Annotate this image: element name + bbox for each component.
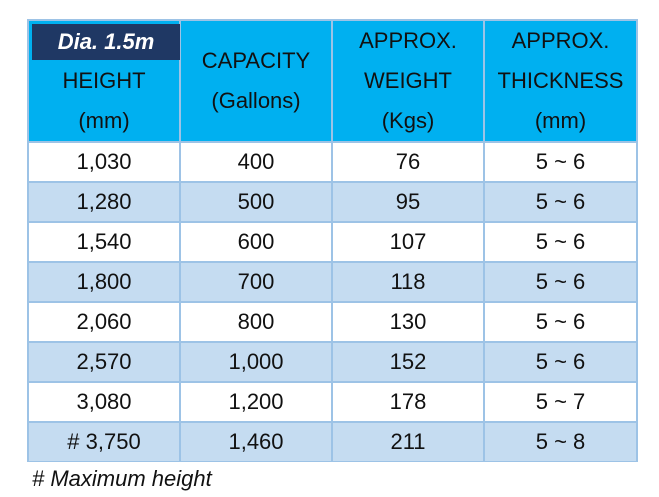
cell: 400 [181,143,331,181]
cell: 95 [333,183,483,221]
header-line: THICKNESS [497,68,624,93]
cell: 118 [333,263,483,301]
cell: 178 [333,383,483,421]
cell: # 3,750 [29,423,179,461]
header-line: WEIGHT [364,68,452,93]
cell: 130 [333,303,483,341]
header-line: (mm) [78,108,130,133]
cell: 5 ~ 6 [485,223,636,261]
cell: 1,280 [29,183,179,221]
cell: 76 [333,143,483,181]
cell: 211 [333,423,483,461]
cell: 5 ~ 6 [485,143,636,181]
cell: 5 ~ 6 [485,183,636,221]
cell: 800 [181,303,331,341]
cell: 1,030 [29,143,179,181]
cell: 500 [181,183,331,221]
cell: 700 [181,263,331,301]
header-line: (Kgs) [381,108,435,133]
cell: 1,800 [29,263,179,301]
badge: Dia. 1.5m [32,24,180,60]
cell: 152 [333,343,483,381]
header-cell: APPROX. THICKNESS (mm) [485,21,636,141]
cell: 5 ~ 6 [485,343,636,381]
header-cell: Dia. 1.5m HEIGHT (mm) [29,21,180,141]
header-line: APPROX. [359,28,457,53]
footnote: # Maximum height [32,466,212,491]
cell: 5 ~ 7 [485,383,636,421]
cell: 3,080 [29,383,179,421]
cell: 5 ~ 6 [485,303,636,341]
header-line: CAPACITY [201,48,311,73]
header-cell: APPROX. WEIGHT (Kgs) [333,21,483,141]
header-line: (mm) [534,108,587,133]
header-line: HEIGHT [62,68,146,93]
cell: 2,060 [29,303,179,341]
table: Dia. 1.5m HEIGHT (mm) CAPACITY (Gallons) APPR… [27,19,638,462]
cell: 1,540 [29,223,179,261]
header-line: (Gallons) [211,88,301,113]
cell: 1,000 [181,343,331,381]
cell: 600 [181,223,331,261]
cell: 1,460 [181,423,331,461]
cell: 2,570 [29,343,179,381]
cell: 1,200 [181,383,331,421]
header-line: APPROX. [511,28,610,53]
cell: 107 [333,223,483,261]
cell: 5 ~ 8 [485,423,636,461]
header-cell: CAPACITY (Gallons) [181,21,331,141]
cell: 5 ~ 6 [485,263,636,301]
